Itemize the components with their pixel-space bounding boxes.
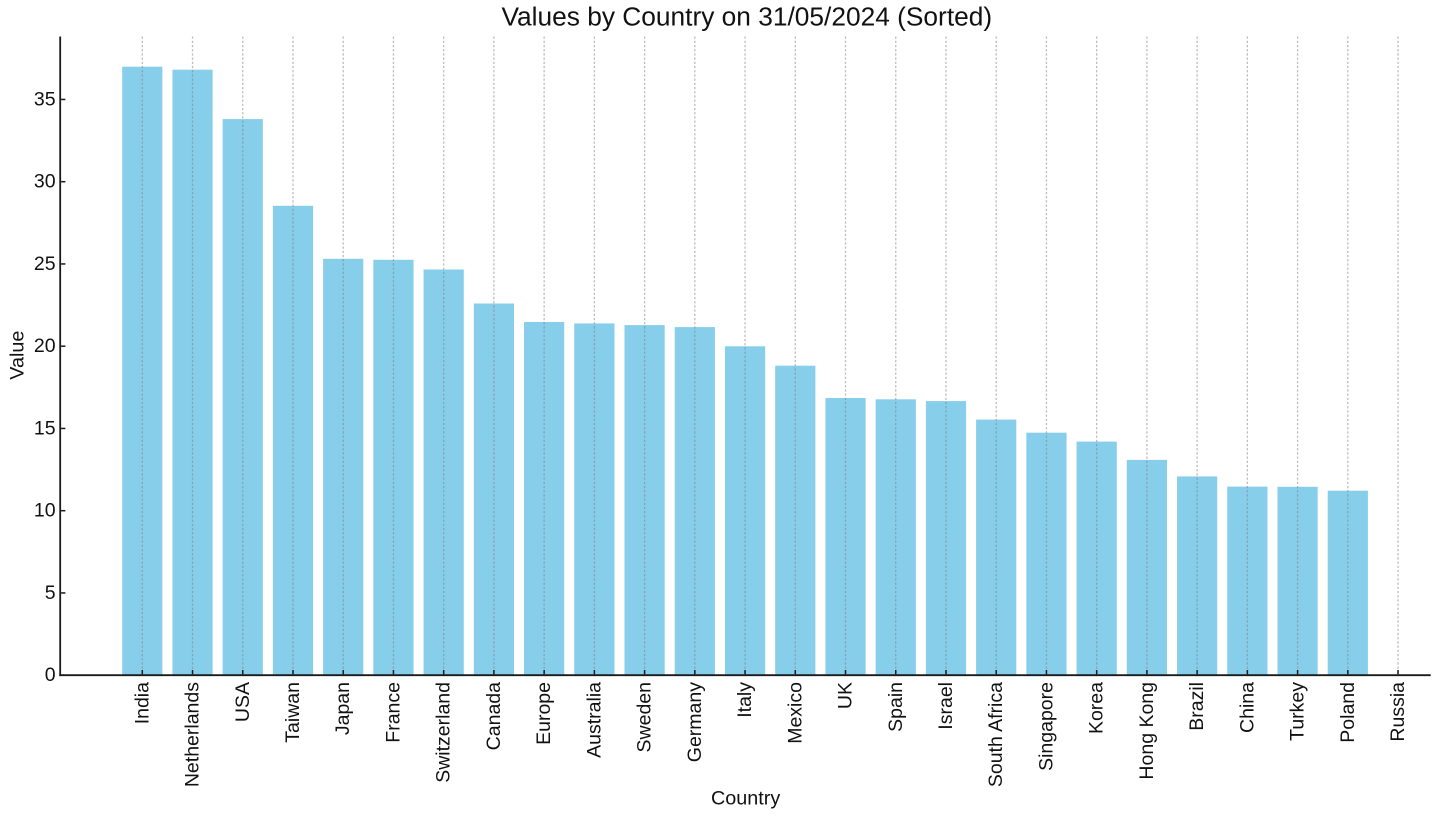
svg-text:Poland: Poland [1337,682,1359,743]
svg-text:Value: Value [7,331,29,380]
svg-text:India: India [131,682,153,724]
svg-text:Switzerland: Switzerland [433,682,455,783]
svg-text:Turkey: Turkey [1287,682,1309,741]
svg-text:Germany: Germany [684,682,706,762]
svg-text:China: China [1236,682,1258,733]
svg-text:Canada: Canada [483,682,505,750]
svg-text:Japan: Japan [332,682,354,735]
svg-text:Israel: Israel [935,682,957,730]
svg-text:Country: Country [711,788,780,810]
svg-text:Spain: Spain [885,682,907,732]
svg-text:30: 30 [34,171,56,193]
svg-text:France: France [382,682,404,743]
svg-text:25: 25 [34,253,56,275]
svg-text:35: 35 [34,88,56,110]
svg-text:Singapore: Singapore [1035,682,1057,771]
svg-text:20: 20 [34,335,56,357]
svg-text:Hong Kong: Hong Kong [1136,682,1158,780]
svg-text:Netherlands: Netherlands [182,682,204,787]
svg-text:Europe: Europe [533,682,555,745]
svg-text:0: 0 [45,664,56,686]
svg-text:15: 15 [34,417,56,439]
svg-text:5: 5 [45,582,56,604]
svg-text:Italy: Italy [734,682,756,718]
svg-text:Brazil: Brazil [1186,682,1208,731]
svg-text:UK: UK [835,682,857,709]
svg-text:USA: USA [232,682,254,722]
svg-text:Sweden: Sweden [634,682,656,752]
svg-text:Korea: Korea [1086,682,1108,734]
svg-text:Russia: Russia [1387,682,1409,742]
svg-text:Taiwan: Taiwan [282,682,304,743]
svg-text:Mexico: Mexico [784,682,806,744]
svg-text:Values by Country on 31/05/202: Values by Country on 31/05/2024 (Sorted) [501,2,992,32]
svg-text:10: 10 [34,500,56,522]
svg-text:South Africa: South Africa [985,682,1007,787]
svg-text:Australia: Australia [583,682,605,758]
